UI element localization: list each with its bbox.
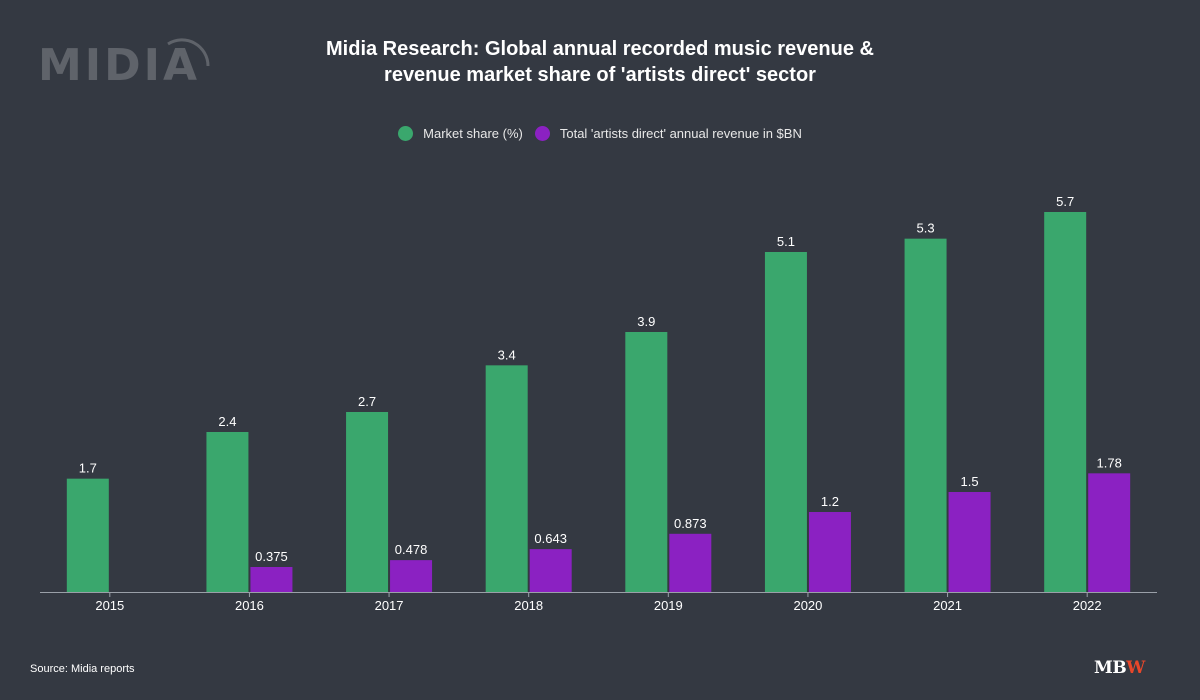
mbw-logo: MBW [1094, 658, 1145, 678]
chart-legend: Market share (%) Total 'artists direct' … [0, 126, 1200, 141]
data-label-revenue-2020: 1.2 [821, 494, 839, 509]
bar-market-share-2020 [764, 252, 807, 592]
source-note: Source: Midia reports [30, 663, 135, 675]
bar-revenue-2016 [250, 567, 293, 592]
data-label-revenue-2018: 0.643 [534, 531, 567, 546]
data-label-market-share-2017: 2.7 [358, 394, 376, 409]
legend-label-market-share: Market share (%) [423, 126, 523, 141]
bar-revenue-2020 [808, 512, 851, 592]
x-tick-label-2015: 2015 [95, 598, 124, 613]
x-tick-label-2018: 2018 [514, 598, 543, 613]
x-tick-label-2017: 2017 [375, 598, 404, 613]
logo-arc-icon [167, 38, 210, 67]
bar-revenue-2021 [948, 492, 991, 592]
x-tick-label-2016: 2016 [235, 598, 264, 613]
data-label-revenue-2017: 0.478 [395, 542, 428, 557]
bar-market-share-2021 [904, 238, 947, 592]
bar-revenue-2022 [1088, 473, 1131, 592]
data-label-market-share-2021: 5.3 [917, 221, 935, 236]
chart-title: Midia Research: Global annual recorded m… [0, 36, 1200, 88]
bar-market-share-2015 [66, 478, 109, 592]
data-label-market-share-2016: 2.4 [218, 414, 236, 429]
bar-market-share-2022 [1044, 212, 1087, 592]
legend-label-revenue: Total 'artists direct' annual revenue in… [559, 126, 802, 141]
chart-title-line-1: Midia Research: Global annual recorded m… [326, 38, 874, 60]
bar-revenue-2017 [390, 560, 433, 592]
bar-revenue-2018 [529, 549, 572, 592]
x-tick-label-2020: 2020 [793, 598, 822, 613]
bar-market-share-2018 [485, 365, 528, 592]
x-tick-label-2021: 2021 [933, 598, 962, 613]
bar-revenue-2019 [669, 533, 712, 592]
chart-title-line-2: revenue market share of 'artists direct'… [384, 64, 816, 86]
data-label-market-share-2015: 1.7 [79, 461, 97, 476]
x-tick-label-2019: 2019 [654, 598, 683, 613]
bar-market-share-2019 [625, 332, 668, 592]
data-label-market-share-2019: 3.9 [637, 314, 655, 329]
bar-market-share-2017 [346, 412, 389, 592]
legend-item-market-share[interactable]: Market share (%) [398, 126, 523, 141]
data-label-market-share-2018: 3.4 [498, 347, 516, 362]
legend-swatch-revenue [534, 126, 550, 141]
legend-swatch-market-share [398, 126, 414, 141]
bar-market-share-2016 [206, 432, 249, 592]
data-label-revenue-2019: 0.873 [674, 516, 707, 531]
data-label-revenue-2016: 0.375 [255, 549, 288, 564]
data-label-market-share-2022: 5.7 [1056, 194, 1074, 209]
data-label-revenue-2022: 1.78 [1097, 455, 1122, 470]
data-label-revenue-2021: 1.5 [961, 474, 979, 489]
x-tick-label-2022: 2022 [1073, 598, 1102, 613]
midia-logo: MIDIA [38, 40, 201, 91]
data-label-market-share-2020: 5.1 [777, 234, 795, 249]
legend-item-revenue[interactable]: Total 'artists direct' annual revenue in… [534, 126, 802, 141]
